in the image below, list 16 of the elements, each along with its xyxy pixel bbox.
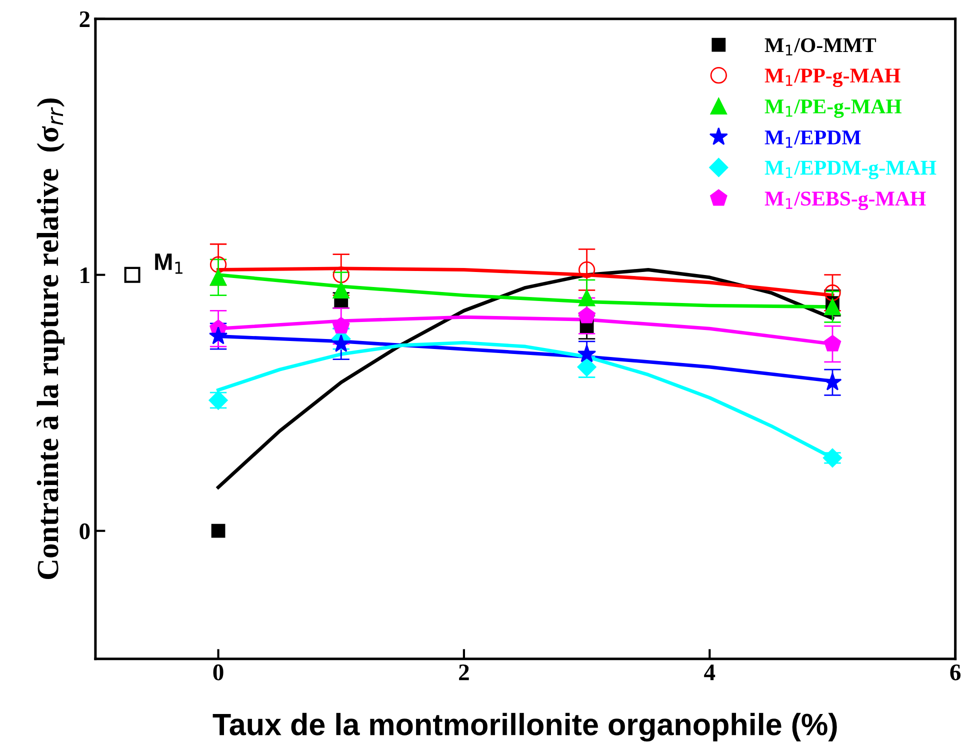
y-axis-title: Contrainte à la rupture relative (σ$_{rr}$)	[36, 98, 65, 580]
y-tick-label: 1	[80, 267, 90, 284]
annotation: M$_{1}$	[155, 254, 182, 274]
y-tick-label: 0	[80, 523, 90, 540]
legend-label: M$_{1}$/SEBS-g-MAH	[764, 192, 926, 210]
legend-label: M$_{1}$/O-MMT	[764, 38, 876, 56]
x-tick-label: 2	[459, 664, 469, 680]
x-axis-title: Taux de la montmorillonite organophile (%)	[212, 712, 837, 742]
legend-label: M$_{1}$/EPDM	[764, 130, 861, 148]
legend-label: M$_{1}$/PP-g-MAH	[764, 68, 900, 88]
legend-label: M$_{1}$/EPDM-g-MAH	[764, 160, 936, 180]
legend-label: M$_{1}$/PE-g-MAH	[764, 100, 902, 118]
y-tick-label: 2	[80, 11, 90, 28]
x-tick-label: 0	[213, 664, 224, 680]
x-tick-label: 4	[704, 664, 716, 680]
x-tick-label: 6	[950, 664, 961, 680]
